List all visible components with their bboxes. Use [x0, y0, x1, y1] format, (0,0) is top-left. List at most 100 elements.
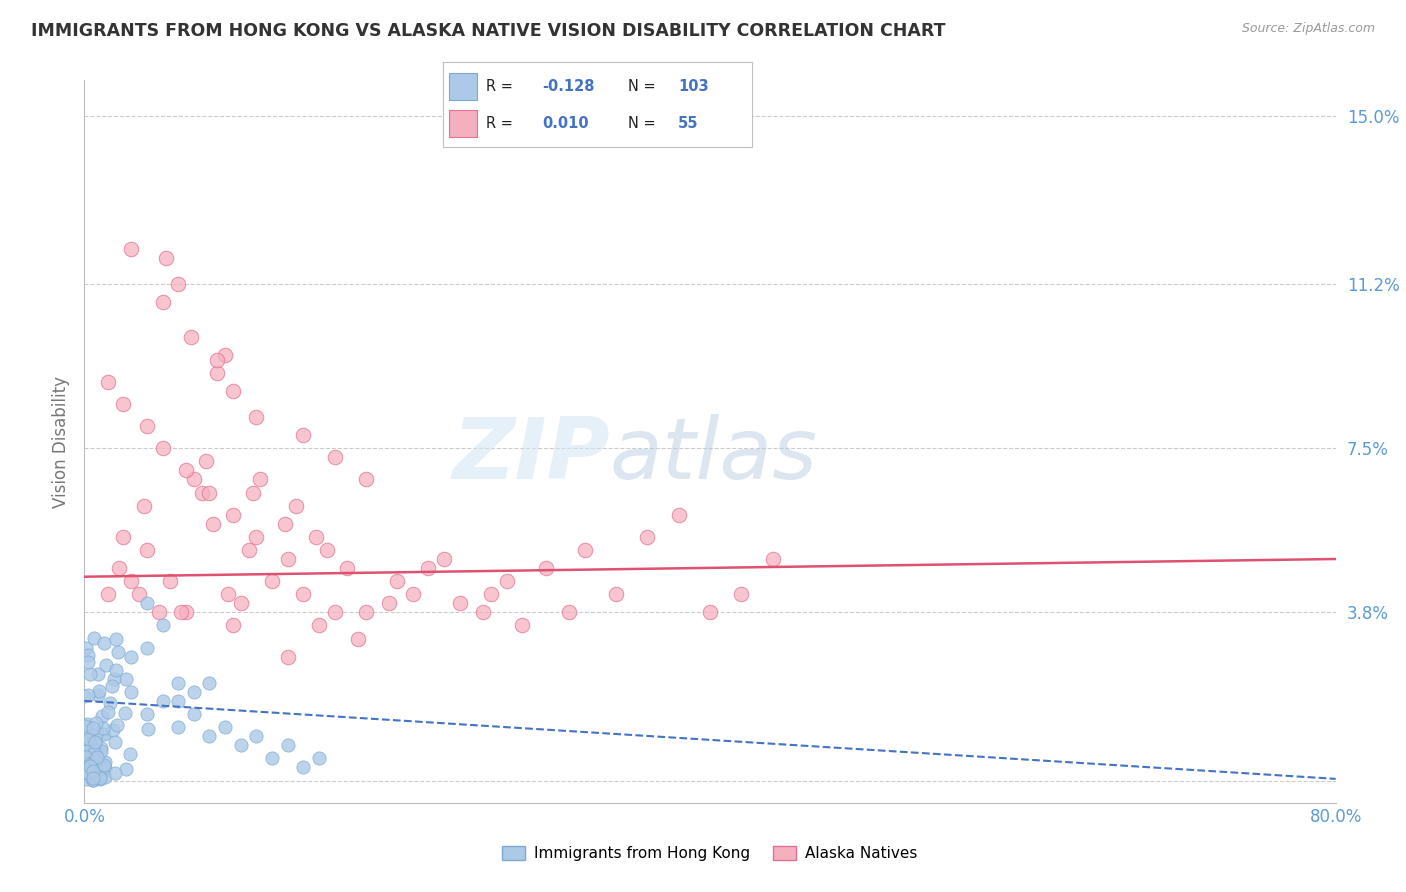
FancyBboxPatch shape	[449, 110, 477, 137]
Point	[104, 632, 127, 646]
Point	[84, 727, 107, 741]
Point	[433, 552, 456, 566]
Text: 0.010: 0.010	[541, 116, 589, 131]
Point	[75, 737, 97, 751]
Point	[249, 472, 271, 486]
Point	[418, 561, 440, 575]
Point	[76, 731, 98, 746]
Point	[107, 645, 129, 659]
Point	[89, 769, 111, 783]
Point	[292, 428, 315, 442]
Text: N =: N =	[628, 78, 657, 94]
Point	[183, 707, 205, 722]
Point	[128, 587, 150, 601]
Point	[76, 766, 98, 780]
Point	[152, 294, 174, 309]
Point	[214, 348, 236, 362]
Point	[207, 352, 229, 367]
Point	[83, 753, 105, 767]
Text: -0.128: -0.128	[541, 78, 595, 94]
Point	[86, 764, 108, 778]
Point	[201, 516, 224, 531]
Point	[90, 741, 112, 756]
Point	[76, 744, 98, 758]
Point	[86, 754, 108, 768]
Point	[323, 450, 346, 464]
Point	[284, 499, 307, 513]
Point	[79, 757, 101, 772]
Point	[84, 734, 107, 748]
Point	[80, 766, 103, 780]
Point	[94, 657, 117, 672]
Point	[242, 485, 264, 500]
Point	[167, 694, 190, 708]
Point	[245, 729, 267, 743]
Point	[198, 485, 221, 500]
Point	[77, 739, 100, 754]
Point	[730, 587, 752, 601]
Point	[77, 769, 100, 783]
Point	[605, 587, 627, 601]
Text: ZIP: ZIP	[453, 415, 610, 498]
Point	[120, 574, 142, 589]
Point	[76, 655, 98, 669]
Point	[198, 729, 221, 743]
Point	[98, 696, 121, 710]
Point	[91, 721, 114, 735]
Point	[385, 574, 409, 589]
Point	[159, 574, 181, 589]
Point	[101, 679, 124, 693]
Point	[76, 735, 98, 749]
Point	[167, 721, 190, 735]
Point	[87, 666, 110, 681]
Point	[73, 747, 96, 762]
Point	[112, 530, 135, 544]
Point	[136, 543, 159, 558]
FancyBboxPatch shape	[449, 72, 477, 100]
Point	[762, 552, 785, 566]
Point	[75, 764, 97, 779]
Point	[229, 596, 252, 610]
Point	[152, 618, 174, 632]
Point	[138, 722, 160, 736]
Point	[90, 727, 112, 741]
Point	[136, 419, 159, 434]
Point	[82, 741, 104, 756]
Text: R =: R =	[486, 116, 513, 131]
Point	[82, 771, 104, 785]
Point	[273, 516, 295, 531]
Point	[354, 605, 377, 619]
Point	[222, 508, 245, 522]
Point	[97, 705, 120, 719]
Text: R =: R =	[486, 78, 513, 94]
Point	[73, 718, 96, 732]
Point	[82, 730, 104, 744]
Point	[637, 530, 659, 544]
Point	[120, 242, 142, 256]
Point	[104, 735, 127, 749]
Point	[86, 750, 108, 764]
Point	[449, 596, 471, 610]
Text: 55: 55	[678, 116, 699, 131]
Point	[132, 499, 155, 513]
Point	[79, 667, 101, 681]
Point	[75, 640, 97, 655]
Point	[76, 717, 98, 731]
Point	[83, 632, 105, 646]
Point	[118, 747, 141, 761]
Text: IMMIGRANTS FROM HONG KONG VS ALASKA NATIVE VISION DISABILITY CORRELATION CHART: IMMIGRANTS FROM HONG KONG VS ALASKA NATI…	[31, 22, 945, 40]
Point	[229, 738, 252, 752]
Point	[94, 756, 117, 770]
Point	[222, 384, 245, 398]
Point	[214, 721, 236, 735]
Point	[262, 574, 284, 589]
Point	[115, 762, 138, 776]
Point	[217, 587, 239, 601]
Point	[183, 472, 205, 486]
Point	[93, 727, 115, 741]
Point	[180, 330, 202, 344]
Point	[277, 738, 299, 752]
Point	[73, 741, 96, 756]
Y-axis label: Vision Disability: Vision Disability	[52, 376, 70, 508]
Point	[148, 605, 170, 619]
